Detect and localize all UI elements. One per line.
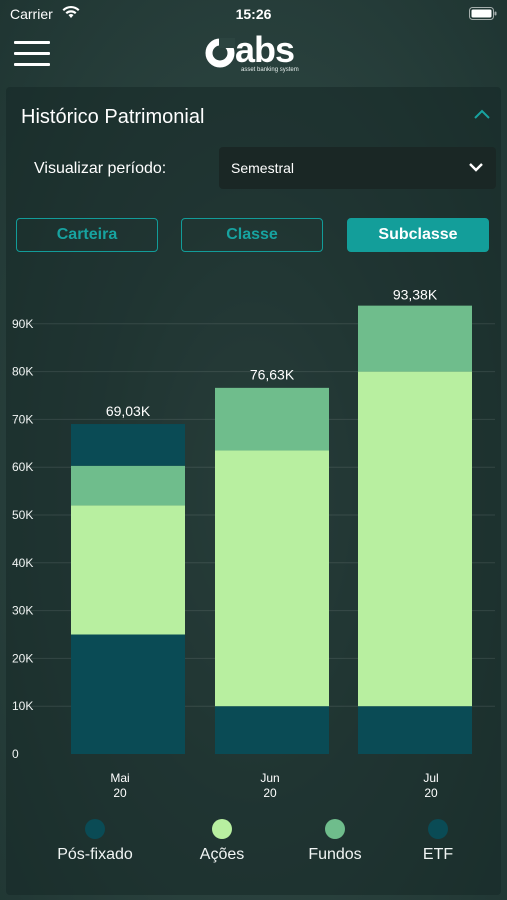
carrier-label: Carrier xyxy=(10,6,53,22)
tab-subclasse[interactable]: Subclasse xyxy=(347,218,489,252)
y-tick-label: 70K xyxy=(12,412,33,426)
abs-logo: abs asset banking system xyxy=(205,29,315,78)
legend-swatch xyxy=(212,819,232,839)
legend-item[interactable]: Fundos xyxy=(280,819,390,864)
legend-swatch xyxy=(85,819,105,839)
x-tick-label: 20 xyxy=(113,786,127,800)
x-tick-label: Mai xyxy=(110,771,129,785)
y-tick-label: 60K xyxy=(12,460,33,474)
x-tick-label: 20 xyxy=(263,786,277,800)
legend-label: Fundos xyxy=(308,846,362,863)
battery-icon xyxy=(469,7,497,20)
bar-segment xyxy=(71,634,185,754)
period-value: Semestral xyxy=(231,160,295,176)
x-tick-label: 20 xyxy=(424,786,438,800)
bar-segment xyxy=(215,706,329,754)
chevron-down-icon xyxy=(469,163,483,172)
y-tick-label: 90K xyxy=(12,317,33,331)
y-tick-label: 20K xyxy=(12,651,33,665)
card-title: Histórico Patrimonial xyxy=(21,106,205,128)
hamburger-menu-icon[interactable] xyxy=(14,41,50,67)
bar-segment xyxy=(358,371,472,707)
x-tick-label: Jul xyxy=(423,771,438,785)
legend-label: Pós-fixado xyxy=(57,846,133,863)
legend-item[interactable]: Ações xyxy=(167,819,277,864)
wifi-icon xyxy=(62,5,80,18)
period-label: Visualizar período: xyxy=(34,160,167,177)
period-select[interactable]: Semestral xyxy=(219,147,496,189)
logo-text: abs xyxy=(235,29,295,70)
bar-segment xyxy=(71,505,185,635)
status-time: 15:26 xyxy=(235,6,272,22)
legend-label: Ações xyxy=(199,846,245,863)
legend-item[interactable]: ETF xyxy=(383,819,493,864)
chart-legend: Pós-fixado Ações Fundos ETF xyxy=(6,819,501,869)
legend-swatch xyxy=(325,819,345,839)
bar-total-label: 93,38K xyxy=(393,287,438,303)
legend-label: ETF xyxy=(422,846,454,863)
y-tick-label: 50K xyxy=(12,508,33,522)
x-tick-label: Jun xyxy=(260,771,279,785)
bar-segment xyxy=(71,424,185,466)
bar-segment xyxy=(358,305,472,372)
y-tick-label: 30K xyxy=(12,604,33,618)
tab-carteira[interactable]: Carteira xyxy=(16,218,158,252)
historico-patrimonial-card: Histórico Patrimonial Visualizar período… xyxy=(6,87,501,895)
y-tick-label: 80K xyxy=(12,365,33,379)
bar-segment xyxy=(71,465,185,506)
bar-segment xyxy=(358,706,472,754)
bar-segment xyxy=(215,387,329,451)
status-bar: Carrier 15:26 xyxy=(0,0,507,28)
y-tick-label: 10K xyxy=(12,699,33,713)
legend-item[interactable]: Pós-fixado xyxy=(40,819,150,864)
y-tick-label: 0 xyxy=(12,747,19,761)
bar-segment xyxy=(215,450,329,707)
y-tick-label: 40K xyxy=(12,556,33,570)
bar-total-label: 69,03K xyxy=(106,403,151,419)
logo-mark-icon xyxy=(205,38,235,68)
legend-swatch xyxy=(428,819,448,839)
logo-subtitle: asset banking system xyxy=(241,67,299,73)
bar-total-label: 76,63K xyxy=(250,367,295,383)
stacked-bar-chart: 010K20K30K40K50K60K70K80K90K69,03KMai207… xyxy=(12,287,495,800)
chevron-up-icon[interactable] xyxy=(473,109,491,120)
tab-classe[interactable]: Classe xyxy=(181,218,323,252)
